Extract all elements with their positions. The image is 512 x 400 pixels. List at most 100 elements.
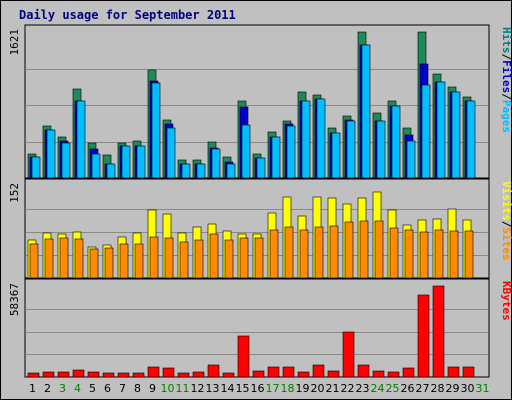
bar-pages-day-12 xyxy=(196,163,206,179)
day-label-6: 6 xyxy=(104,382,111,395)
bar-kbytes-day-23 xyxy=(357,364,370,378)
bar-sites-day-21 xyxy=(329,225,339,279)
bar-kbytes-day-24 xyxy=(372,370,385,378)
bar-pages-day-7 xyxy=(121,145,131,179)
bar-kbytes-day-19 xyxy=(297,371,310,378)
bar-sites-day-8 xyxy=(134,243,144,279)
bar-pages-day-4 xyxy=(76,100,86,179)
bar-pages-day-29 xyxy=(451,91,461,179)
bar-kbytes-day-10 xyxy=(162,367,175,378)
chart-title: Daily usage for September 2011 xyxy=(19,8,236,22)
day-label-1: 1 xyxy=(29,382,36,395)
bar-pages-day-30 xyxy=(466,100,476,179)
legend-entry-separator: / xyxy=(500,54,512,61)
bar-pages-day-2 xyxy=(46,129,56,179)
y-max-label: 1621 xyxy=(8,29,21,56)
day-label-16: 16 xyxy=(251,382,265,395)
bar-sites-day-11 xyxy=(179,241,189,279)
day-label-9: 9 xyxy=(149,382,156,395)
panel-kbytes xyxy=(24,278,490,378)
bar-kbytes-day-13 xyxy=(207,364,220,378)
legend-entry-separator: / xyxy=(500,221,512,228)
bar-sites-day-28 xyxy=(434,229,444,279)
bar-sites-day-9 xyxy=(149,236,159,279)
day-label-14: 14 xyxy=(221,382,235,395)
bar-kbytes-day-4 xyxy=(72,369,85,378)
bar-kbytes-day-8 xyxy=(132,372,145,378)
day-label-12: 12 xyxy=(191,382,205,395)
bar-kbytes-day-26 xyxy=(402,367,415,378)
bar-pages-day-6 xyxy=(106,163,116,179)
day-label-21: 21 xyxy=(326,382,340,395)
bar-pages-day-14 xyxy=(226,163,236,179)
bar-sites-day-22 xyxy=(344,221,354,279)
y-max-label: 58367 xyxy=(8,283,21,316)
day-label-7: 7 xyxy=(119,382,126,395)
bar-kbytes-day-20 xyxy=(312,364,325,378)
day-label-22: 22 xyxy=(341,382,355,395)
bar-sites-day-20 xyxy=(314,226,324,279)
day-label-5: 5 xyxy=(89,382,96,395)
bar-sites-day-19 xyxy=(299,229,309,279)
bar-pages-day-25 xyxy=(391,105,401,179)
bar-pages-day-23 xyxy=(361,44,371,179)
bar-pages-day-11 xyxy=(181,163,191,179)
bar-sites-day-24 xyxy=(374,220,384,279)
day-label-31: 31 xyxy=(476,382,490,395)
day-label-19: 19 xyxy=(296,382,310,395)
bar-pages-day-21 xyxy=(331,132,341,179)
bar-pages-day-22 xyxy=(346,120,356,179)
bar-pages-day-15 xyxy=(241,124,251,179)
bar-pages-day-26 xyxy=(406,140,416,179)
bar-sites-day-1 xyxy=(29,243,39,279)
y-max-label: 152 xyxy=(8,183,21,203)
day-label-30: 30 xyxy=(461,382,475,395)
bar-kbytes-day-18 xyxy=(282,366,295,378)
bar-sites-day-25 xyxy=(389,227,399,279)
bar-pages-day-5 xyxy=(91,153,101,179)
bar-kbytes-day-22 xyxy=(342,331,355,378)
bar-sites-day-29 xyxy=(449,230,459,279)
bar-sites-day-18 xyxy=(284,226,294,279)
bar-pages-day-1 xyxy=(31,156,41,179)
legend-visits-sites: Visits/Sites xyxy=(500,181,512,261)
bar-sites-day-5 xyxy=(89,248,99,279)
bar-pages-day-9 xyxy=(151,82,161,179)
day-label-29: 29 xyxy=(446,382,460,395)
bar-kbytes-day-11 xyxy=(177,372,190,378)
bar-kbytes-day-5 xyxy=(87,371,100,378)
bar-kbytes-day-16 xyxy=(252,370,265,378)
legend-kbytes: KBytes xyxy=(500,281,512,321)
bar-sites-day-26 xyxy=(404,229,414,279)
day-label-15: 15 xyxy=(236,382,250,395)
legend-entry-kbytes: KBytes xyxy=(500,281,512,321)
bar-pages-day-10 xyxy=(166,127,176,179)
bar-sites-day-3 xyxy=(59,237,69,279)
bar-kbytes-day-2 xyxy=(42,371,55,378)
legend-entry-sites: Sites xyxy=(500,227,512,260)
bar-sites-day-16 xyxy=(254,237,264,279)
legend-entry-files: Files xyxy=(500,60,512,93)
bar-sites-day-13 xyxy=(209,233,219,279)
bar-sites-day-2 xyxy=(44,238,54,279)
bar-kbytes-day-27 xyxy=(417,294,430,378)
bar-kbytes-day-9 xyxy=(147,366,160,378)
legend-entry-hits: Hits xyxy=(500,27,512,54)
bar-kbytes-day-15 xyxy=(237,335,250,378)
day-label-28: 28 xyxy=(431,382,445,395)
bar-kbytes-day-6 xyxy=(102,372,115,378)
bar-pages-day-17 xyxy=(271,136,281,179)
bar-kbytes-day-3 xyxy=(57,371,70,378)
bar-kbytes-day-30 xyxy=(462,366,475,378)
bar-pages-day-28 xyxy=(436,81,446,179)
day-label-18: 18 xyxy=(281,382,295,395)
legend-entry-pages: Pages xyxy=(500,100,512,133)
bar-sites-day-27 xyxy=(419,231,429,279)
bar-sites-day-12 xyxy=(194,239,204,279)
bar-pages-day-3 xyxy=(61,142,71,179)
day-label-20: 20 xyxy=(311,382,325,395)
bar-sites-day-4 xyxy=(74,238,84,279)
bar-kbytes-day-1 xyxy=(27,372,40,378)
bar-kbytes-day-28 xyxy=(432,285,445,378)
